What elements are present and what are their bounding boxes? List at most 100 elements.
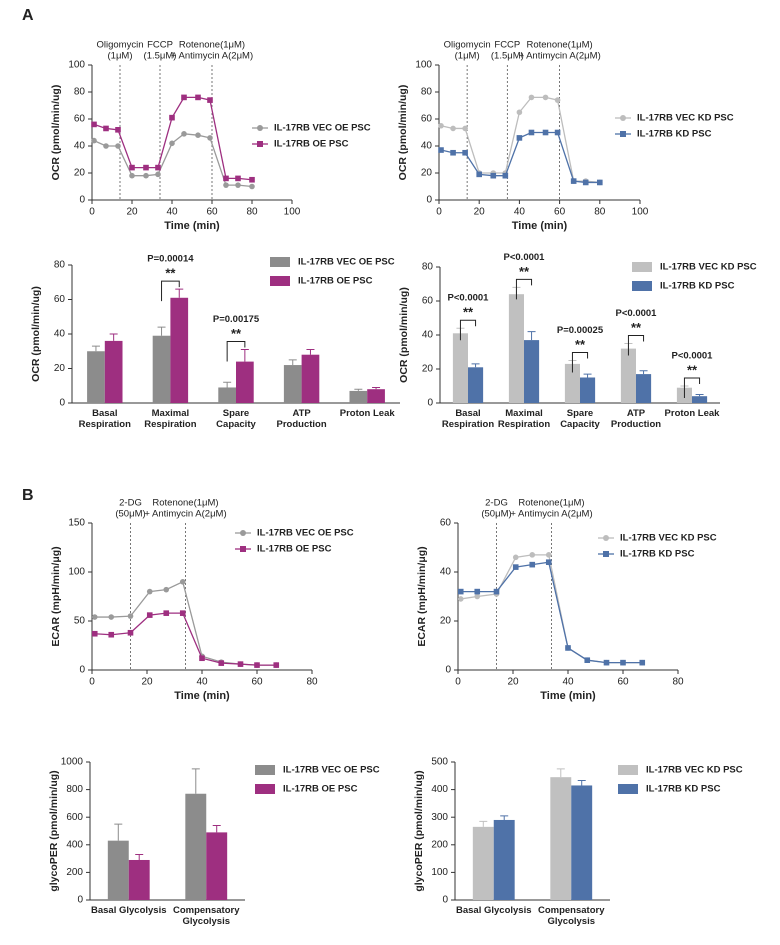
x-tick-label: Basal Respiration [78, 408, 131, 430]
point [545, 559, 552, 565]
injection-label: (1μM) [455, 51, 480, 62]
bar [128, 859, 150, 900]
x-tick-label: 100 [632, 207, 649, 218]
legend-marker [240, 546, 246, 552]
significance-bracket [226, 341, 246, 362]
x-axis-title: Time (min) [512, 220, 568, 232]
point [450, 149, 456, 156]
point [91, 137, 97, 144]
y-tick-label: 400 [431, 784, 448, 795]
legend-swatch [270, 276, 290, 286]
legend-label: IL-17RB VEC OE PSC [283, 765, 380, 776]
bar [170, 297, 189, 403]
point [108, 614, 115, 620]
error-bar [157, 326, 166, 336]
bar [468, 367, 484, 403]
bar [524, 340, 540, 403]
bar [283, 365, 302, 403]
point [493, 588, 500, 595]
point [438, 122, 444, 129]
y-tick-label: 100 [68, 567, 85, 578]
y-tick-label: 20 [421, 168, 433, 179]
point [457, 596, 464, 602]
point [476, 171, 482, 178]
point [639, 659, 646, 666]
legend-marker [603, 551, 609, 557]
legend-label: IL-17RB KD PSC [646, 784, 721, 795]
injection-label: (50μM) [115, 509, 145, 520]
bar [301, 354, 320, 403]
point [545, 552, 552, 558]
point [108, 631, 115, 638]
point [163, 586, 170, 593]
bar [472, 826, 494, 900]
y-tick-label: 20 [54, 363, 66, 374]
point [127, 629, 134, 636]
point [438, 147, 444, 153]
y-tick-label: 800 [66, 784, 83, 795]
point [181, 94, 187, 101]
y-tick-label: 100 [415, 60, 432, 71]
error-bar [191, 768, 200, 794]
y-tick-label: 60 [422, 296, 434, 307]
y-tick-label: 60 [54, 294, 66, 305]
point [129, 172, 135, 179]
point [457, 588, 464, 595]
x-axis-title: Time (min) [174, 690, 230, 702]
injection-label: FCCP [147, 40, 173, 51]
x-tick-label: 40 [562, 677, 574, 688]
y-tick-label: 60 [74, 114, 86, 125]
y-tick-label: 0 [426, 195, 432, 206]
injection-label: (1.5μM) [491, 51, 524, 62]
x-tick-label: 40 [514, 207, 526, 218]
injection-label: (1.5μM) [144, 51, 177, 62]
point [155, 164, 161, 171]
point [195, 132, 201, 138]
point [584, 657, 591, 663]
error-bar [223, 381, 232, 388]
x-tick-label: 60 [554, 207, 566, 218]
y-tick-label: 500 [431, 757, 448, 768]
bar [107, 840, 129, 900]
bar [87, 351, 105, 403]
p-value: P<0.0001 [448, 293, 490, 304]
significance-stars: ** [463, 305, 474, 320]
significance-stars: ** [519, 264, 530, 279]
error-bar [500, 815, 509, 820]
error-bar [288, 359, 297, 366]
y-tick-label: 0 [59, 398, 65, 409]
error-bar [240, 349, 249, 362]
point [516, 135, 523, 141]
significance-bracket [683, 377, 701, 398]
legend-label: IL-17RB VEC KD PSC [637, 113, 734, 124]
bar [185, 793, 207, 900]
legend-marker [603, 535, 609, 541]
x-tick-label: Maximal Respiration [497, 408, 551, 430]
error-bar [91, 345, 100, 352]
error-bar [306, 349, 315, 355]
point [91, 121, 97, 128]
series-line [93, 96, 253, 181]
point [169, 140, 175, 147]
error-bar [527, 331, 536, 341]
bar [508, 294, 524, 403]
y-tick-label: 40 [74, 141, 86, 152]
significance-bracket [571, 352, 589, 373]
x-tick-label: Proton Leak [339, 408, 395, 419]
error-bar [471, 363, 480, 368]
point [570, 178, 577, 184]
point [199, 655, 205, 662]
point [195, 94, 201, 101]
injection-label: FCCP [494, 40, 520, 51]
x-tick-label: 20 [507, 677, 519, 688]
x-axis-title: Time (min) [540, 690, 596, 702]
point [450, 125, 456, 132]
x-tick-label: 60 [251, 677, 263, 688]
legend-marker [257, 141, 263, 147]
bar [620, 348, 636, 403]
y-tick-label: 200 [66, 867, 83, 878]
y-axis-title: OCR (pmol/min/ug) [50, 85, 62, 181]
injection-label: Rotenone(1μM) [152, 498, 218, 509]
